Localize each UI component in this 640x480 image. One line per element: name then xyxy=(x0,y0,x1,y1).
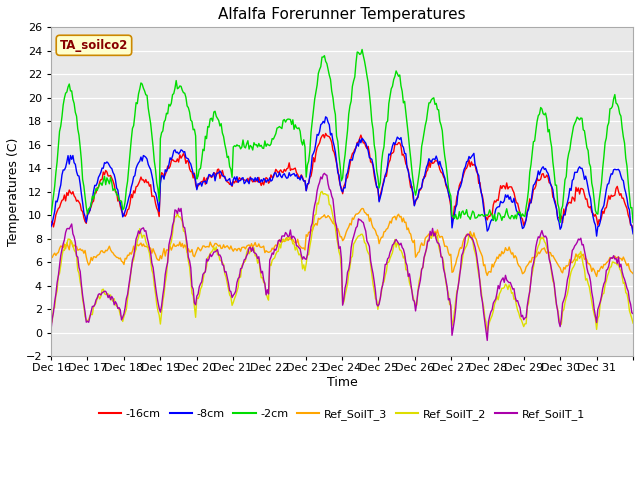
Y-axis label: Temperatures (C): Temperatures (C) xyxy=(7,138,20,246)
Legend: -16cm, -8cm, -2cm, Ref_SoilT_3, Ref_SoilT_2, Ref_SoilT_1: -16cm, -8cm, -2cm, Ref_SoilT_3, Ref_Soil… xyxy=(95,405,589,425)
Title: Alfalfa Forerunner Temperatures: Alfalfa Forerunner Temperatures xyxy=(218,7,466,22)
X-axis label: Time: Time xyxy=(326,376,357,389)
Text: TA_soilco2: TA_soilco2 xyxy=(60,39,128,52)
